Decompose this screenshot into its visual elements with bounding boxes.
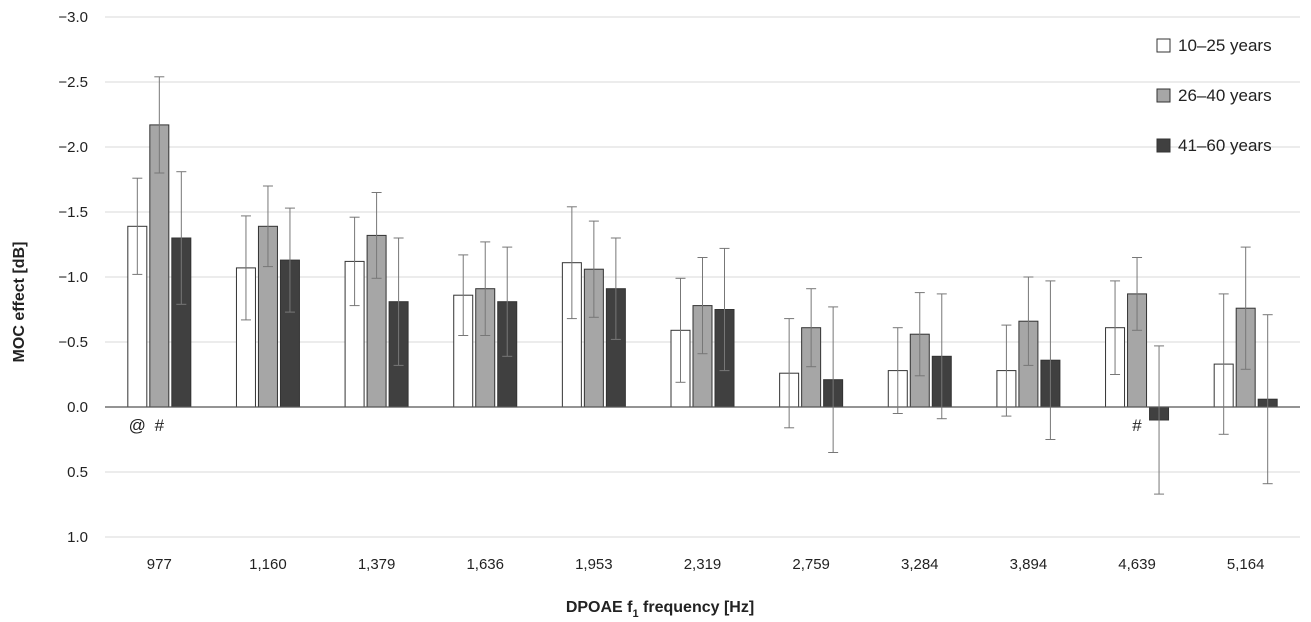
error-bars: [132, 76, 1273, 495]
x-tick-label: 5,164: [1227, 556, 1265, 573]
x-axis-title-subscript: 1: [632, 608, 638, 620]
y-axis-title: MOC effect [dB]: [11, 242, 28, 363]
y-tick-label: 1.0: [67, 529, 88, 546]
x-tick-label: 2,759: [792, 556, 830, 573]
legend-swatch: [1156, 38, 1171, 53]
x-tick-label: 977: [147, 556, 172, 573]
x-tick-label: 1,636: [466, 556, 504, 573]
y-tick-label: 0.0: [67, 399, 88, 416]
annotations: @ # #: [129, 416, 1143, 435]
x-axis-title: DPOAE f1 frequency [Hz]: [566, 599, 754, 620]
x-tick-label: 4,639: [1118, 556, 1156, 573]
legend-label: 26–40 years: [1178, 86, 1272, 105]
legend-label: 10–25 years: [1178, 36, 1272, 55]
x-tick-label: 2,319: [684, 556, 722, 573]
x-axis-ticks: 977 1,160 1,379 1,636 1,953 2,319 2,759 3,284 3,…: [147, 556, 1265, 573]
y-tick-label: −2.5: [58, 74, 88, 91]
x-tick-label: 3,894: [1010, 556, 1048, 573]
significance-marker: #: [1132, 416, 1142, 435]
y-tick-label: −2.0: [58, 139, 88, 156]
x-tick-label: 1,160: [249, 556, 287, 573]
x-tick-label: 1,379: [358, 556, 396, 573]
significance-marker: @: [129, 416, 146, 435]
y-axis-ticks: −3.0 −2.5 −2.0 −1.5 −1.0 −0.5 0.0 0.5 1.0: [58, 9, 88, 546]
legend: 10–25 years 26–40 years 41–60 years: [1156, 36, 1272, 155]
significance-marker: #: [155, 416, 165, 435]
x-axis-title-rest: frequency [Hz]: [639, 599, 755, 616]
y-tick-label: −1.0: [58, 269, 88, 286]
y-tick-label: 0.5: [67, 464, 88, 481]
legend-swatch: [1156, 88, 1171, 103]
x-axis-title-main: DPOAE f: [566, 599, 633, 616]
y-tick-label: −3.0: [58, 9, 88, 26]
y-tick-label: −1.5: [58, 204, 88, 221]
y-tick-label: −0.5: [58, 334, 88, 351]
x-tick-label: 3,284: [901, 556, 939, 573]
legend-label: 41–60 years: [1178, 136, 1272, 155]
x-tick-label: 1,953: [575, 556, 613, 573]
legend-swatch: [1156, 138, 1171, 153]
